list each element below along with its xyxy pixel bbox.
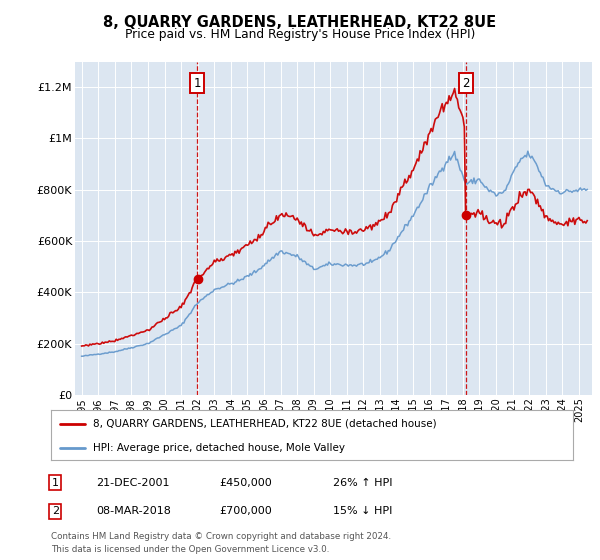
Text: 8, QUARRY GARDENS, LEATHERHEAD, KT22 8UE: 8, QUARRY GARDENS, LEATHERHEAD, KT22 8UE	[103, 15, 497, 30]
Text: HPI: Average price, detached house, Mole Valley: HPI: Average price, detached house, Mole…	[93, 443, 345, 452]
Text: 2: 2	[52, 506, 59, 516]
Text: 2: 2	[462, 77, 470, 90]
Text: £700,000: £700,000	[219, 506, 272, 516]
Text: 8, QUARRY GARDENS, LEATHERHEAD, KT22 8UE (detached house): 8, QUARRY GARDENS, LEATHERHEAD, KT22 8UE…	[93, 418, 436, 428]
Text: Price paid vs. HM Land Registry's House Price Index (HPI): Price paid vs. HM Land Registry's House …	[125, 28, 475, 41]
Text: 15% ↓ HPI: 15% ↓ HPI	[333, 506, 392, 516]
Text: £450,000: £450,000	[219, 478, 272, 488]
Text: Contains HM Land Registry data © Crown copyright and database right 2024.
This d: Contains HM Land Registry data © Crown c…	[51, 533, 391, 554]
Text: 08-MAR-2018: 08-MAR-2018	[96, 506, 171, 516]
Text: 1: 1	[193, 77, 201, 90]
Text: 26% ↑ HPI: 26% ↑ HPI	[333, 478, 392, 488]
Text: 1: 1	[52, 478, 59, 488]
Text: 21-DEC-2001: 21-DEC-2001	[96, 478, 170, 488]
